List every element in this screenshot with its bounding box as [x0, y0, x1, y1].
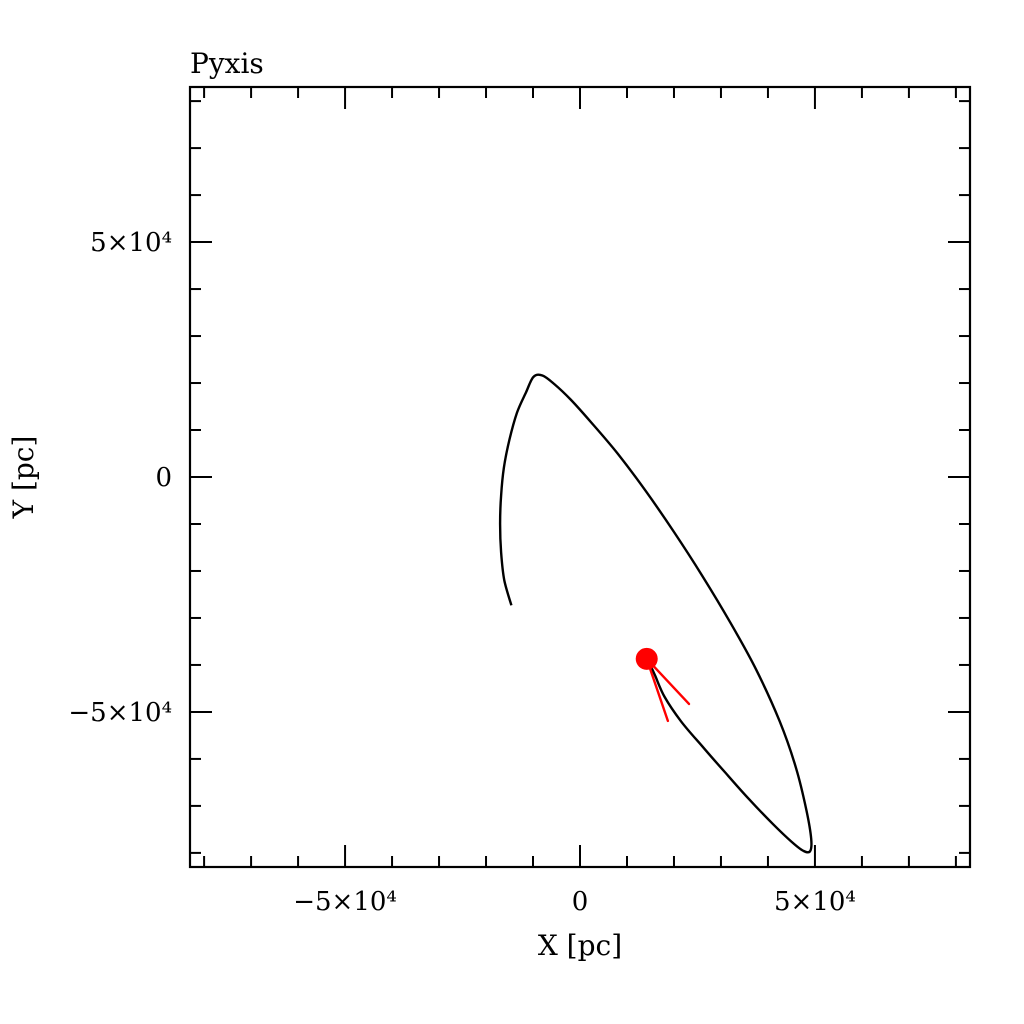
x-tick-labels: −5×10⁴ 0 5×10⁴ — [293, 887, 856, 917]
y-tick-label: −5×10⁴ — [68, 698, 172, 728]
chart-title: Pyxis — [190, 47, 264, 80]
x-axis-label: X [pc] — [538, 929, 622, 962]
y-tick-labels: 5×10⁴ 0 −5×10⁴ — [68, 228, 172, 728]
x-tick-label: −5×10⁴ — [293, 887, 397, 917]
orbit-line — [498, 373, 813, 854]
current-position-marker — [635, 647, 658, 670]
y-tick-label: 5×10⁴ — [90, 228, 172, 258]
x-tick-label: 5×10⁴ — [774, 887, 856, 917]
major-ticks — [190, 87, 970, 867]
y-axis-label: Y [pc] — [7, 436, 40, 520]
x-tick-label: 0 — [572, 887, 589, 917]
plot-frame — [188, 85, 972, 869]
y-tick-label: 0 — [155, 463, 172, 493]
minor-ticks — [190, 87, 970, 867]
